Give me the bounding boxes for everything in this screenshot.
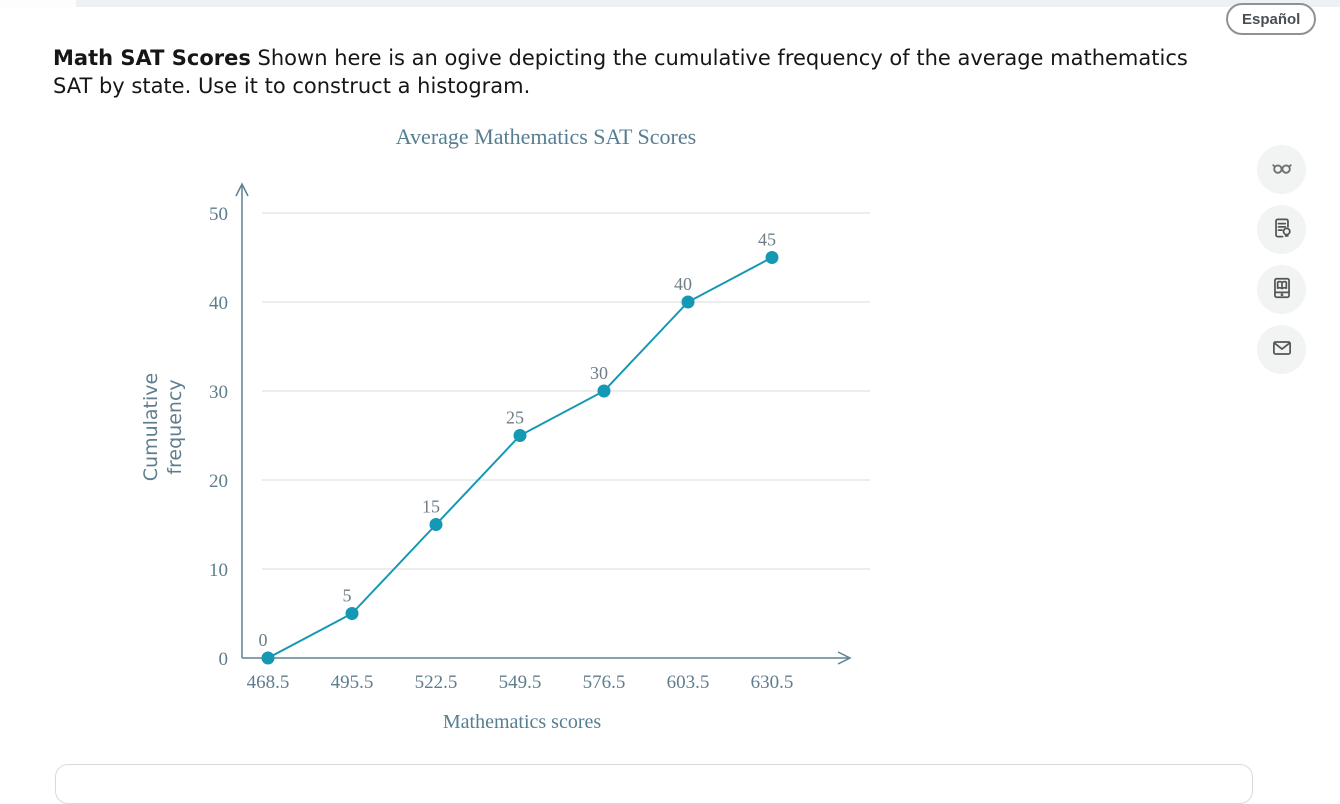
envelope-icon: [1269, 335, 1295, 364]
language-toggle-label: Español: [1242, 10, 1301, 28]
data-point: [597, 384, 611, 398]
data-point: [513, 429, 527, 442]
reading-glasses-button[interactable]: [1257, 145, 1306, 194]
data-point: [681, 295, 695, 309]
chart-title: Average Mathematics SAT Scores: [395, 124, 697, 149]
data-point-label: 40: [674, 274, 692, 294]
explanation-sheet-icon: [1269, 215, 1295, 244]
x-tick-label: 603.5: [667, 672, 710, 693]
y-tick-label: 30: [209, 382, 228, 403]
x-tick-label: 576.5: [583, 672, 626, 693]
data-point: [429, 518, 443, 531]
x-tick-label: 468.5: [247, 672, 290, 693]
y-tick-label: 40: [209, 293, 228, 314]
x-tick-label: 495.5: [331, 672, 374, 693]
problem-statement: Math SAT Scores Shown here is an ogive d…: [53, 44, 1198, 100]
y-axis-title: Cumulative frequency: [140, 372, 186, 482]
data-point: [765, 251, 779, 264]
answer-panel[interactable]: [55, 764, 1253, 804]
data-point-label: 30: [590, 363, 608, 383]
data-point-label: 0: [259, 630, 268, 650]
ebook-reader-icon: [1269, 275, 1295, 304]
message-button[interactable]: [1257, 325, 1306, 374]
y-tick-label: 0: [219, 649, 229, 670]
x-tick-label: 522.5: [415, 672, 458, 693]
data-point-label: 45: [758, 230, 776, 250]
data-point-label: 5: [343, 586, 352, 606]
explanation-button[interactable]: [1257, 205, 1306, 254]
x-axis-arrow: [837, 651, 852, 665]
data-point-label: 25: [506, 408, 524, 428]
x-axis-title: Mathematics scores: [442, 711, 602, 733]
y-tick-label: 50: [209, 204, 228, 225]
header-bottom-strip-gap: [0, 0, 76, 7]
ebook-reader-button[interactable]: [1257, 265, 1306, 314]
x-tick-label: 630.5: [751, 672, 794, 693]
language-toggle-button[interactable]: Español: [1226, 3, 1317, 35]
data-point-label: 15: [422, 497, 440, 517]
y-tick-label: 10: [209, 560, 228, 581]
header-bottom-strip: [0, 0, 1340, 7]
problem-description: Shown here is an ogive depicting the cum…: [53, 46, 1188, 98]
data-point: [261, 651, 275, 665]
y-tick-label: 20: [209, 471, 228, 492]
reading-glasses-icon: [1269, 155, 1295, 184]
x-tick-label: 549.5: [499, 672, 542, 693]
problem-title: Math SAT Scores: [53, 46, 251, 70]
data-point: [345, 607, 359, 620]
y-axis-arrow: [235, 182, 249, 197]
